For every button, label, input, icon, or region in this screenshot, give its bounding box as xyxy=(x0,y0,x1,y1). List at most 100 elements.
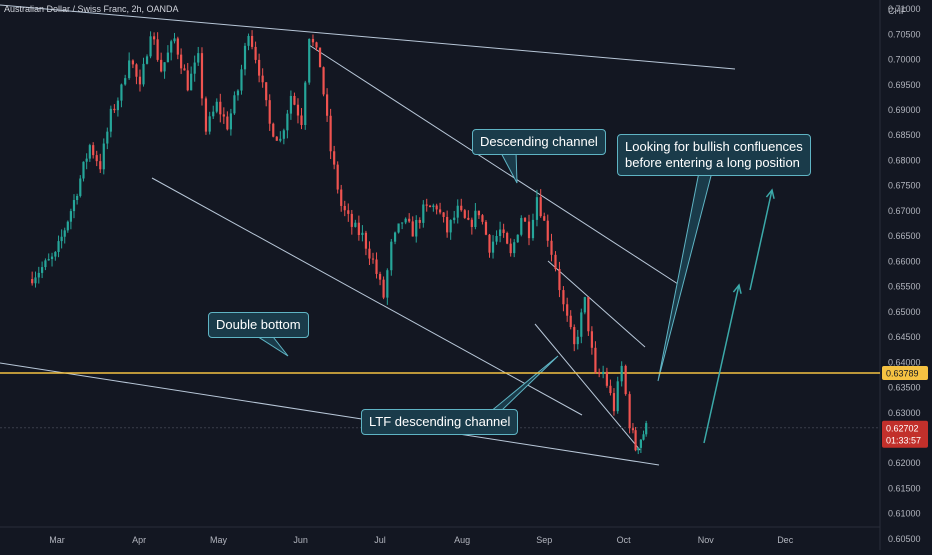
y-tick-label: 0.67500 xyxy=(888,181,921,191)
projected-arrow-2-head xyxy=(765,188,775,199)
candle-body xyxy=(186,70,189,91)
candle-body xyxy=(456,205,459,218)
candle-body xyxy=(513,242,516,254)
candle-body xyxy=(99,161,102,170)
candle-body xyxy=(425,204,428,206)
candle-body xyxy=(318,47,322,68)
candle-body xyxy=(535,197,539,220)
candle-body xyxy=(163,62,166,72)
candle-body xyxy=(576,336,579,345)
candle-body xyxy=(453,217,456,221)
x-tick-label: Apr xyxy=(132,535,146,545)
candle-body xyxy=(268,100,271,124)
candle-body xyxy=(311,38,315,43)
chart-title: Australian Dollar / Swiss Franc, 2h, OAN… xyxy=(4,4,179,14)
candle-body xyxy=(106,131,109,144)
descending-channel-label[interactable]: Descending channel xyxy=(472,129,606,155)
level-price-label: 0.63789 xyxy=(886,368,919,378)
candle-body xyxy=(250,35,254,47)
candle-body xyxy=(131,60,135,65)
x-tick-label: Aug xyxy=(454,535,470,545)
candle-body xyxy=(594,347,597,373)
descending-channel-upper[interactable] xyxy=(308,44,679,285)
candle-body xyxy=(102,143,105,170)
candle-body xyxy=(484,221,488,235)
candle-body xyxy=(197,53,200,63)
candle-body xyxy=(498,229,502,236)
x-tick-label: Oct xyxy=(617,535,632,545)
candle-body xyxy=(645,423,648,435)
candle-body xyxy=(639,439,642,448)
x-tick-label: Dec xyxy=(777,535,794,545)
candle-body xyxy=(236,90,240,96)
upper-channel-line[interactable] xyxy=(0,4,736,70)
y-tick-label: 0.69000 xyxy=(888,105,921,115)
candle-body xyxy=(371,258,375,260)
candle-body xyxy=(329,115,332,152)
candle-body xyxy=(598,372,601,375)
candle-body xyxy=(44,260,47,268)
descending-channel-middle[interactable] xyxy=(151,177,583,416)
double-bottom-label[interactable]: Double bottom xyxy=(208,312,309,338)
candle-body xyxy=(590,331,593,348)
candle-body xyxy=(343,205,346,211)
candle-body xyxy=(531,219,535,239)
candle-body xyxy=(432,205,435,208)
candle-body xyxy=(41,267,44,273)
ltf-channel-lower[interactable] xyxy=(534,323,641,451)
candle-body xyxy=(76,195,79,201)
candle-body xyxy=(628,394,631,429)
candle-body xyxy=(550,240,553,255)
candle-body xyxy=(488,234,491,253)
y-tick-label: 0.70000 xyxy=(888,55,921,65)
candle-body xyxy=(481,215,484,222)
descending-channel-lower[interactable] xyxy=(0,362,660,466)
candle-body xyxy=(286,113,289,131)
candle-body xyxy=(79,178,82,196)
candle-body xyxy=(336,164,339,190)
level-price-badge xyxy=(882,365,928,380)
candle-body xyxy=(296,104,300,116)
y-tick-label: 0.62000 xyxy=(888,458,921,468)
candle-body xyxy=(109,108,112,132)
ltf-descending-channel-label[interactable]: LTF descending channel xyxy=(361,409,519,435)
candle-body xyxy=(357,222,360,236)
candle-body xyxy=(637,447,640,451)
candle-body xyxy=(509,243,512,254)
candle-body xyxy=(166,52,169,63)
candle-body xyxy=(212,111,215,117)
bullish-confluence-note[interactable]: Looking for bullish confluences before e… xyxy=(617,134,811,176)
candle-body xyxy=(304,82,307,126)
candle-body xyxy=(397,223,400,233)
candle-body xyxy=(226,116,229,130)
candle-body xyxy=(120,84,123,101)
candle-body xyxy=(180,54,183,69)
x-tick-label: Sep xyxy=(536,535,552,545)
y-tick-label: 0.68000 xyxy=(888,155,921,165)
y-tick-label: 0.63500 xyxy=(888,383,921,393)
candle-body xyxy=(289,95,293,114)
candle-body xyxy=(124,78,127,85)
candle-body xyxy=(57,241,60,252)
candle-body xyxy=(176,38,179,55)
candle-body xyxy=(333,151,336,165)
candle-body xyxy=(138,76,142,85)
candle-body xyxy=(474,210,477,227)
candle-body xyxy=(92,145,95,156)
candle-body xyxy=(279,138,282,141)
candle-body xyxy=(47,259,50,261)
bullish-note-line-1: Looking for bullish confluences xyxy=(625,139,803,154)
projected-arrow-1[interactable] xyxy=(703,284,740,444)
candle-body xyxy=(113,108,116,111)
candle-body xyxy=(265,82,268,101)
candle-body xyxy=(546,220,549,241)
ltf-channel-upper[interactable] xyxy=(547,260,646,348)
candle-body xyxy=(587,297,590,332)
projected-arrow-2[interactable] xyxy=(749,189,773,291)
candle-body xyxy=(247,35,250,46)
candle-body xyxy=(190,73,193,91)
candle-body xyxy=(539,197,542,217)
candle-body xyxy=(361,232,364,236)
